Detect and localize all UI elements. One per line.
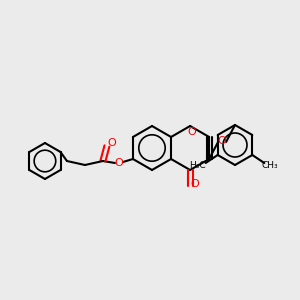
Text: O: O xyxy=(218,136,226,146)
Text: CH₃: CH₃ xyxy=(261,161,278,170)
Text: O: O xyxy=(191,179,200,189)
Text: O: O xyxy=(188,127,197,137)
Text: O: O xyxy=(115,158,123,168)
Text: H₃C: H₃C xyxy=(189,161,206,170)
Text: O: O xyxy=(108,138,116,148)
